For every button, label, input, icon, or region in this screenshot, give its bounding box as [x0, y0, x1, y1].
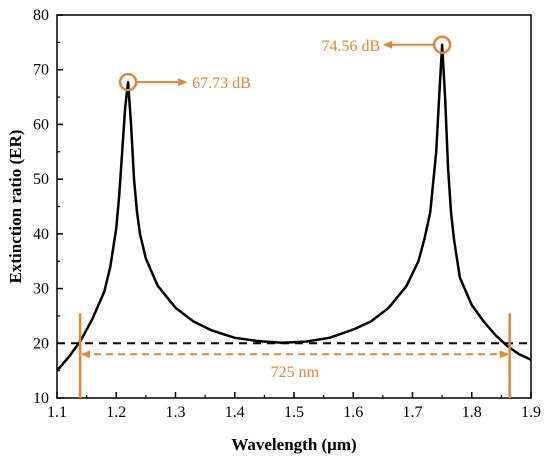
- x-tick-label: 1.3: [166, 404, 186, 421]
- x-tick-label: 1.7: [403, 404, 423, 421]
- y-tick-label: 60: [33, 116, 49, 133]
- x-tick-label: 1.2: [106, 404, 126, 421]
- x-tick-label: 1.5: [284, 404, 304, 421]
- x-tick-label: 1.1: [47, 404, 67, 421]
- x-tick-label: 1.4: [225, 404, 245, 421]
- er-curve-line: [57, 43, 531, 372]
- x-tick-label: 1.6: [343, 404, 363, 421]
- x-axis-title: Wavelength (μm): [231, 435, 356, 454]
- y-tick-label: 10: [33, 390, 49, 407]
- peak-value-label: 67.73 dB: [192, 75, 251, 92]
- plot-area: [57, 43, 531, 372]
- y-axis-title: Extinction ratio (ER): [6, 130, 25, 284]
- y-tick-label: 30: [33, 281, 49, 298]
- y-tick-label: 40: [33, 226, 49, 243]
- x-tick-label: 1.9: [521, 404, 541, 421]
- y-tick-label: 50: [33, 171, 49, 188]
- annotations: 67.73 dB 74.56 dB 725 nm: [78, 35, 511, 398]
- y-tick-label: 70: [33, 62, 49, 79]
- peak-value-label: 74.56 dB: [321, 38, 380, 55]
- plot-frame: [56, 14, 532, 399]
- y-tick-label: 20: [33, 335, 49, 352]
- y-tick-label: 80: [33, 7, 49, 24]
- span-label: 725 nm: [271, 364, 320, 381]
- axis-ticks: 1.1 1.2 1.3 1.4 1.5 1.6 1.7 1.8 1.9 10 20 30 40 50 60 7…: [33, 7, 541, 421]
- x-tick-label: 1.8: [462, 404, 482, 421]
